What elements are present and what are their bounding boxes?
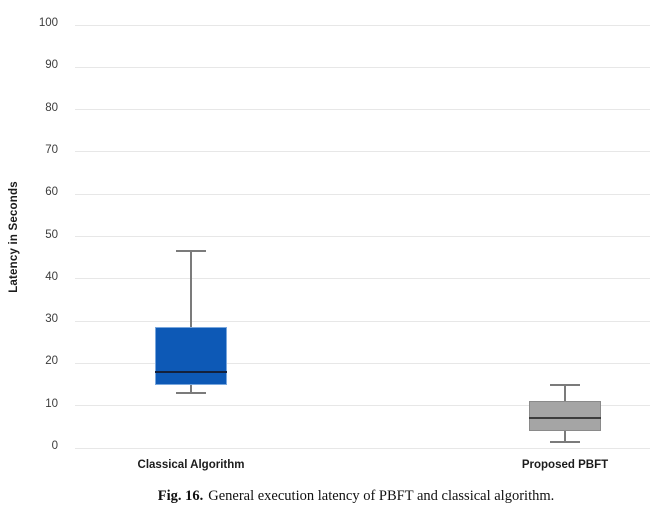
gridline [75,151,650,153]
category-label: Proposed PBFT [521,459,609,471]
y-tick-label: 20 [45,355,58,368]
whisker-lower [564,431,566,442]
gridline [75,405,650,407]
gridline [75,320,650,322]
y-tick-label: 10 [45,397,58,410]
y-tick-label: 70 [45,143,58,156]
gridline [75,236,650,237]
gridline [75,278,650,280]
gridline [75,362,650,364]
box [529,401,601,432]
whisker-cap-top [176,250,206,253]
whisker-cap-bottom [176,392,206,394]
gridline [75,447,650,449]
gridline [75,193,650,195]
whisker-upper [190,251,192,328]
whisker-upper [564,384,566,402]
whisker-cap-bottom [550,440,580,443]
y-tick-label: 40 [45,270,58,283]
box [155,327,227,385]
figure-number: Fig. 16. [157,488,204,504]
caption-text: General execution latency of PBFT and cl… [208,488,555,504]
y-tick-label: 100 [38,17,58,29]
whisker-lower [190,384,192,393]
y-tick-label: 90 [45,59,58,72]
gridline [75,24,650,26]
whisker-cap-top [550,383,580,386]
median-line [155,370,227,373]
y-tick-label: 0 [51,440,58,452]
figure-caption: Fig. 16. General execution latency of PBF… [60,486,652,510]
gridline [75,66,650,68]
gridline [75,109,650,111]
y-tick-label: 50 [45,228,58,241]
median-line [529,417,601,420]
category-label: Classical Algorithm [137,459,245,471]
y-tick-label: 30 [45,313,58,326]
y-tick-label: 80 [45,101,58,114]
boxplot-chart: Latency in Seconds 0 10 20 30 40 50 60 70 80 90 10… [8,17,650,471]
y-tick-label: 60 [45,186,58,199]
